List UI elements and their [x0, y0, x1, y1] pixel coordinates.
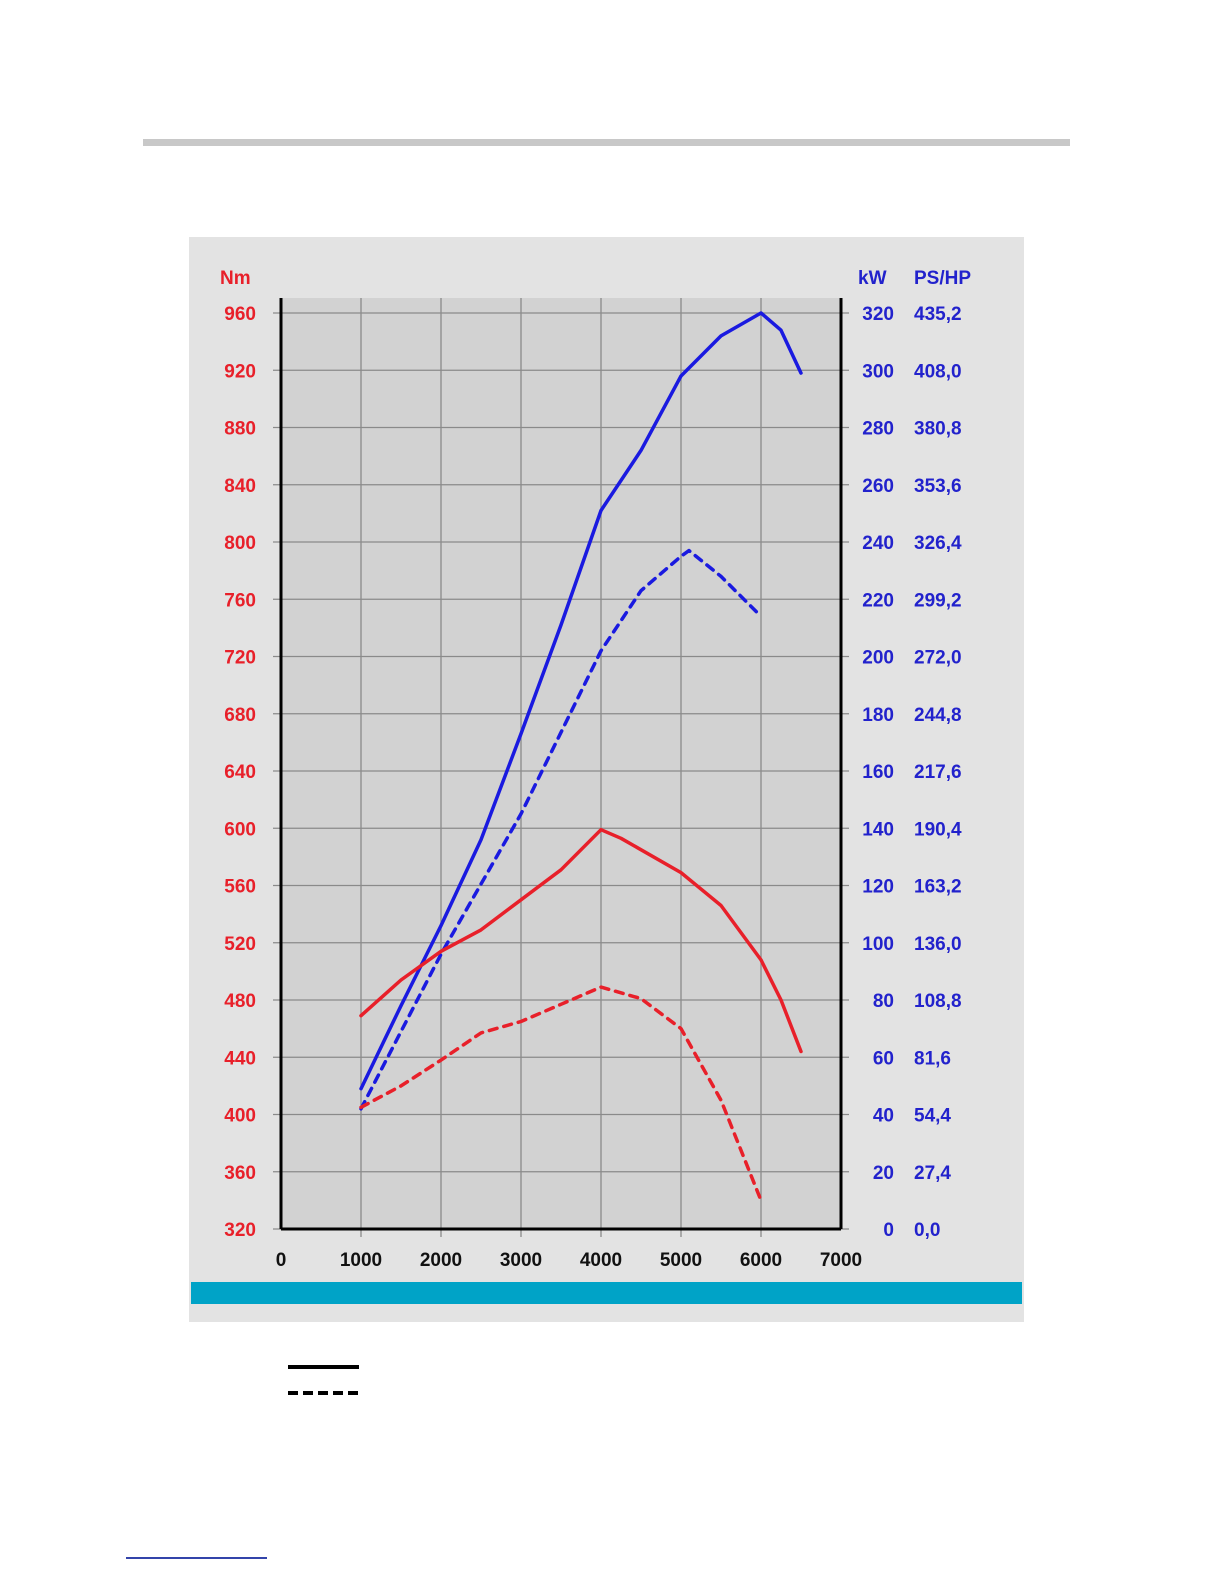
tick-label-kw: 240: [862, 533, 894, 554]
tick-label-nm: 320: [224, 1220, 256, 1241]
tick-label-rpm: 6000: [740, 1250, 782, 1271]
tick-label-nm: 520: [224, 934, 256, 955]
tick-label-rpm: 0: [276, 1250, 287, 1271]
tick-label-ps: 54,4: [914, 1106, 951, 1127]
tick-label-ps: 353,6: [914, 476, 962, 497]
tick-label-rpm: 5000: [660, 1250, 702, 1271]
tick-label-ps: 27,4: [914, 1163, 951, 1184]
tick-label-ps: 244,8: [914, 705, 962, 726]
tick-label-rpm: 3000: [500, 1250, 542, 1271]
tick-label-nm: 440: [224, 1048, 256, 1069]
tick-label-ps: 163,2: [914, 877, 962, 898]
tick-label-rpm: 7000: [820, 1250, 862, 1271]
series-line-torque-solid: [359, 827, 803, 1054]
axis-label-kw: kW: [858, 268, 887, 289]
legend-dashed-line: [288, 1391, 359, 1395]
tick-label-kw: 200: [862, 648, 894, 669]
tick-label-nm: 720: [224, 648, 256, 669]
tick-label-kw: 60: [873, 1048, 894, 1069]
axis-label-nm: Nm: [220, 268, 251, 289]
tick-label-kw: 140: [862, 819, 894, 840]
tick-label-nm: 800: [224, 533, 256, 554]
plot-area: [281, 298, 841, 1229]
series-line-power-dashed: [359, 548, 763, 1111]
tick-label-nm: 400: [224, 1106, 256, 1127]
tick-label-nm: 680: [224, 705, 256, 726]
header-rule: [143, 139, 1070, 146]
tick-label-rpm: 4000: [580, 1250, 622, 1271]
tick-label-kw: 120: [862, 877, 894, 898]
axis-label-ps: PS/HP: [914, 268, 971, 289]
tick-label-nm: 840: [224, 476, 256, 497]
tick-label-nm: 920: [224, 361, 256, 382]
tick-label-kw: 40: [873, 1106, 894, 1127]
tick-label-nm: 360: [224, 1163, 256, 1184]
tick-label-kw: 220: [862, 590, 894, 611]
tick-label-kw: 280: [862, 419, 894, 440]
tick-label-ps: 435,2: [914, 304, 962, 325]
tick-label-ps: 136,0: [914, 934, 962, 955]
tick-label-nm: 560: [224, 877, 256, 898]
series-line-torque-dashed: [359, 985, 763, 1203]
chart-footer-band: [191, 1282, 1022, 1304]
tick-label-rpm: 1000: [340, 1250, 382, 1271]
tick-label-kw: 0: [883, 1220, 894, 1241]
tick-label-ps: 190,4: [914, 819, 962, 840]
tick-label-kw: 160: [862, 762, 894, 783]
tick-label-kw: 20: [873, 1163, 894, 1184]
tick-label-kw: 260: [862, 476, 894, 497]
footnote-rule: [126, 1557, 267, 1559]
tick-label-ps: 326,4: [914, 533, 962, 554]
tick-label-nm: 760: [224, 590, 256, 611]
tick-label-ps: 81,6: [914, 1048, 951, 1069]
tick-label-rpm: 2000: [420, 1250, 462, 1271]
tick-label-ps: 108,8: [914, 991, 962, 1012]
tick-label-nm: 600: [224, 819, 256, 840]
tick-label-ps: 299,2: [914, 590, 962, 611]
tick-label-nm: 480: [224, 991, 256, 1012]
legend-solid-line: [288, 1365, 359, 1369]
tick-label-ps: 272,0: [914, 648, 962, 669]
tick-label-kw: 300: [862, 361, 894, 382]
tick-label-nm: 640: [224, 762, 256, 783]
tick-label-ps: 0,0: [914, 1220, 940, 1241]
tick-label-kw: 320: [862, 304, 894, 325]
tick-label-nm: 880: [224, 419, 256, 440]
tick-label-ps: 408,0: [914, 361, 962, 382]
tick-label-kw: 80: [873, 991, 894, 1012]
tick-label-ps: 217,6: [914, 762, 962, 783]
series-line-power-solid: [359, 311, 803, 1091]
tick-label-kw: 100: [862, 934, 894, 955]
tick-label-ps: 380,8: [914, 419, 962, 440]
tick-label-nm: 960: [224, 304, 256, 325]
tick-label-kw: 180: [862, 705, 894, 726]
